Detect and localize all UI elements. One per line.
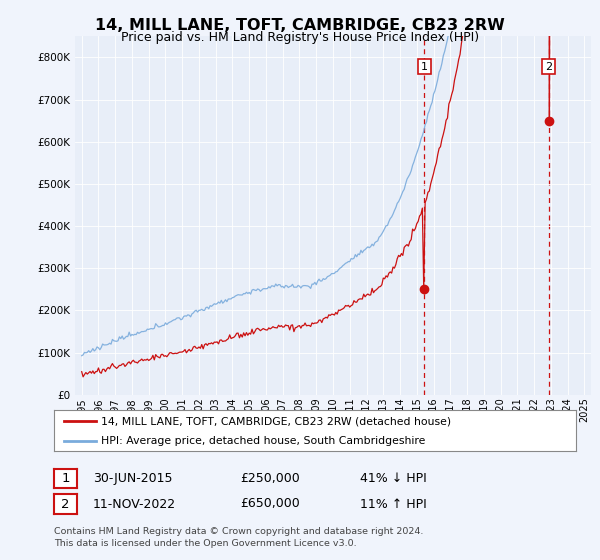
- Text: 41% ↓ HPI: 41% ↓ HPI: [360, 472, 427, 485]
- Text: 11-NOV-2022: 11-NOV-2022: [93, 497, 176, 511]
- Text: 2: 2: [61, 497, 70, 511]
- Text: 1: 1: [61, 472, 70, 485]
- Text: 14, MILL LANE, TOFT, CAMBRIDGE, CB23 2RW: 14, MILL LANE, TOFT, CAMBRIDGE, CB23 2RW: [95, 18, 505, 33]
- Text: 2: 2: [545, 62, 552, 72]
- Text: 1: 1: [421, 62, 428, 72]
- Text: 11% ↑ HPI: 11% ↑ HPI: [360, 497, 427, 511]
- Text: HPI: Average price, detached house, South Cambridgeshire: HPI: Average price, detached house, Sout…: [101, 436, 425, 446]
- Text: Price paid vs. HM Land Registry's House Price Index (HPI): Price paid vs. HM Land Registry's House …: [121, 31, 479, 44]
- Text: 14, MILL LANE, TOFT, CAMBRIDGE, CB23 2RW (detached house): 14, MILL LANE, TOFT, CAMBRIDGE, CB23 2RW…: [101, 417, 451, 426]
- Text: 30-JUN-2015: 30-JUN-2015: [93, 472, 173, 485]
- Text: £250,000: £250,000: [240, 472, 300, 485]
- Text: Contains HM Land Registry data © Crown copyright and database right 2024.
This d: Contains HM Land Registry data © Crown c…: [54, 527, 424, 548]
- Text: £650,000: £650,000: [240, 497, 300, 511]
